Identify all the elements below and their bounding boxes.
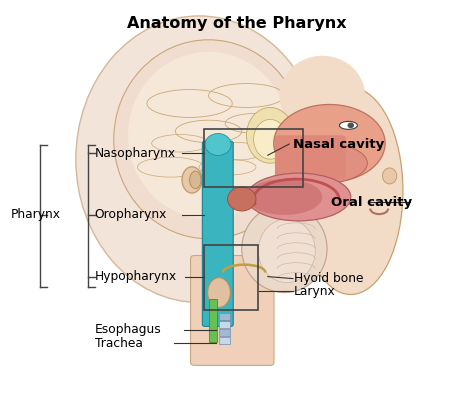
Ellipse shape: [347, 123, 354, 128]
Ellipse shape: [114, 40, 303, 239]
Ellipse shape: [258, 219, 315, 283]
Text: Nasopharynx: Nasopharynx: [95, 147, 176, 160]
Bar: [204, 129, 303, 187]
Text: Larynx: Larynx: [294, 285, 336, 298]
Ellipse shape: [299, 88, 403, 295]
Ellipse shape: [246, 107, 294, 163]
Ellipse shape: [339, 121, 357, 129]
Text: Nasal cavity: Nasal cavity: [293, 138, 384, 150]
Bar: [209, 298, 217, 342]
Text: Hyoid bone: Hyoid bone: [294, 272, 364, 285]
Ellipse shape: [282, 143, 367, 183]
Ellipse shape: [246, 179, 322, 215]
Text: Oropharynx: Oropharynx: [95, 209, 167, 221]
FancyBboxPatch shape: [275, 135, 346, 179]
Bar: [219, 321, 230, 328]
Ellipse shape: [128, 52, 289, 219]
Ellipse shape: [273, 105, 385, 182]
Bar: [219, 337, 230, 344]
Ellipse shape: [254, 119, 287, 159]
Text: Esophagus: Esophagus: [95, 323, 162, 336]
Ellipse shape: [190, 171, 201, 189]
Text: Pharynx: Pharynx: [10, 209, 60, 221]
Ellipse shape: [280, 56, 365, 135]
Text: Anatomy of the Pharynx: Anatomy of the Pharynx: [127, 16, 347, 31]
FancyBboxPatch shape: [191, 256, 274, 365]
Ellipse shape: [182, 167, 202, 193]
Ellipse shape: [383, 168, 397, 184]
Bar: [219, 329, 230, 336]
FancyBboxPatch shape: [202, 141, 233, 326]
Ellipse shape: [242, 205, 327, 293]
Ellipse shape: [208, 278, 230, 307]
Bar: [204, 245, 258, 310]
Text: Oral cavity: Oral cavity: [331, 196, 412, 209]
Text: Trachea: Trachea: [95, 337, 143, 349]
Ellipse shape: [246, 173, 351, 221]
Bar: [219, 313, 230, 320]
Text: Hypopharynx: Hypopharynx: [95, 270, 177, 283]
Ellipse shape: [228, 187, 256, 211]
Ellipse shape: [205, 134, 231, 155]
Ellipse shape: [76, 16, 322, 302]
